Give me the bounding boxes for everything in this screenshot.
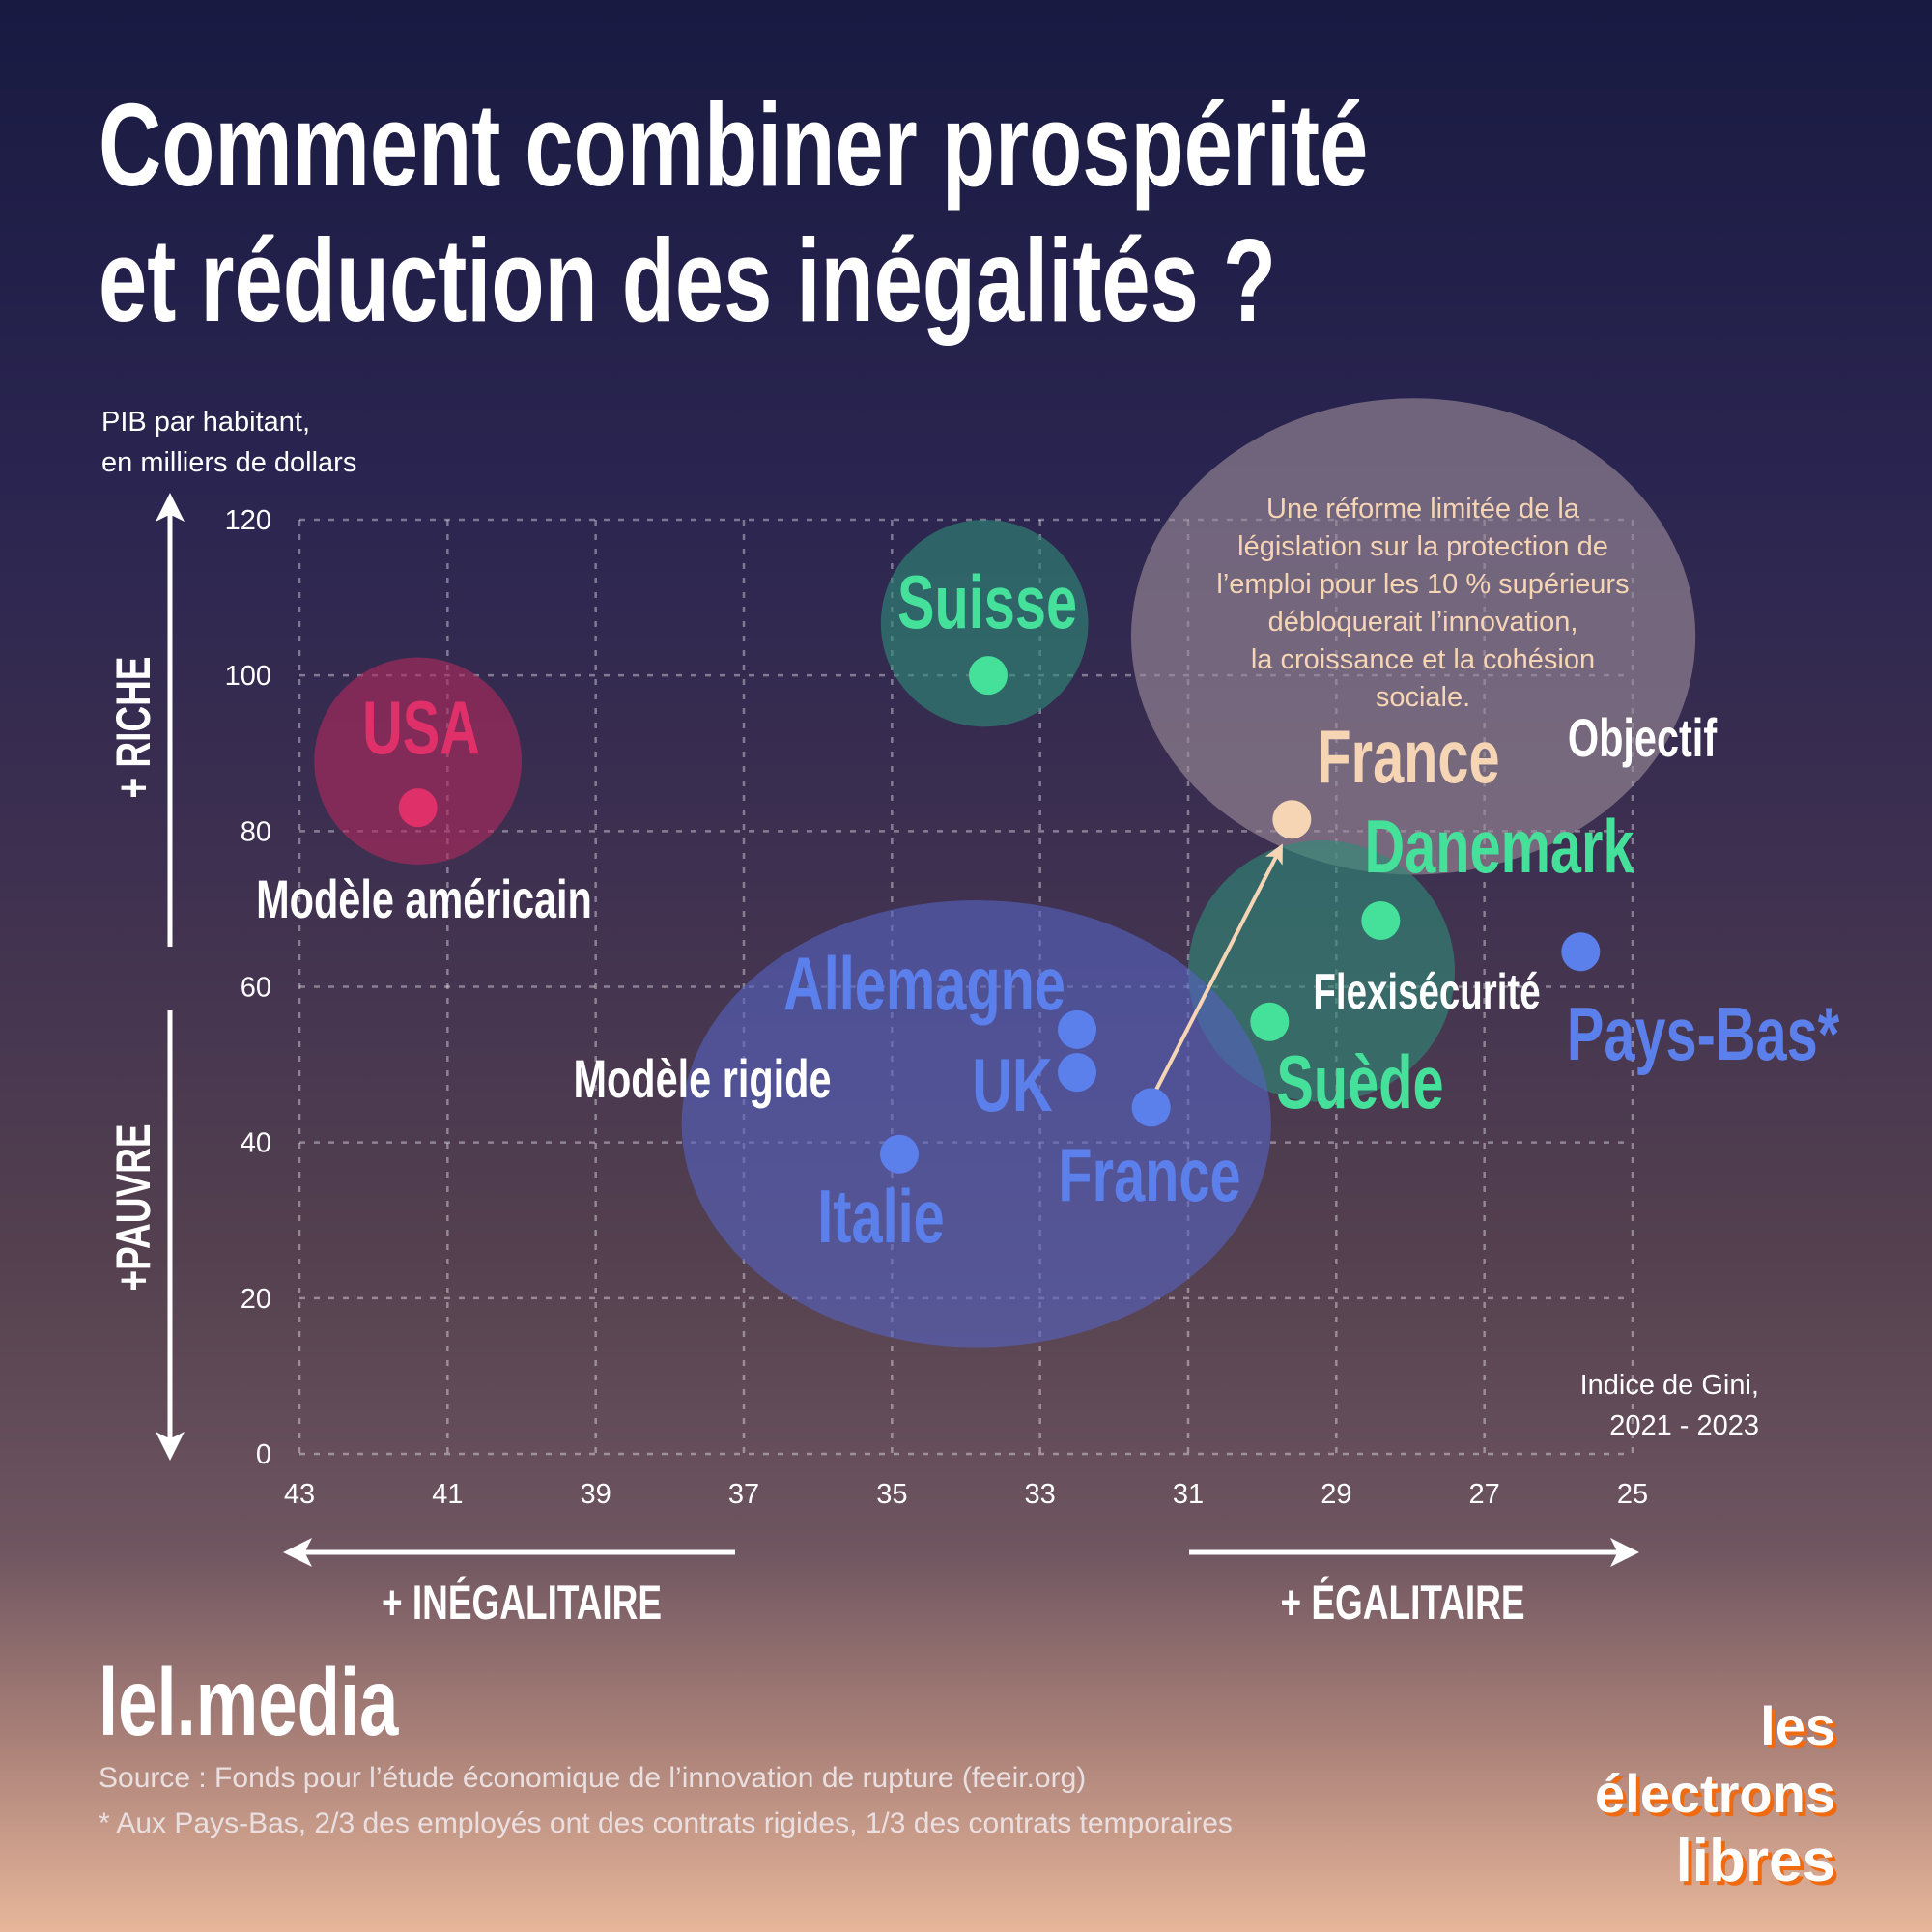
- group-label: Flexisécurité: [1313, 963, 1540, 1019]
- improvement-arrow: [1149, 843, 1283, 1101]
- y-axis-label: PIB par habitant, en milliers de dollars: [101, 402, 356, 483]
- y-tick-label: 60: [241, 973, 271, 1004]
- y-tick-label: 100: [225, 661, 271, 692]
- x-tick-label: 33: [1025, 1479, 1056, 1510]
- x-tick-label: 35: [876, 1479, 907, 1510]
- annotation-line: débloquerait l’innovation,: [1268, 607, 1578, 638]
- site-name-text: lel.media: [99, 1649, 399, 1755]
- source-text: Source : Fonds pour l’étude économique d…: [99, 1762, 1087, 1794]
- group-bubble: [681, 900, 1271, 1348]
- group-bubble: [314, 657, 522, 865]
- data-point: [969, 656, 1008, 696]
- data-point: [1272, 800, 1312, 839]
- data-point: [1131, 1088, 1171, 1127]
- group-bubble: [1130, 398, 1696, 875]
- x-tick-label: 37: [728, 1479, 759, 1510]
- logo-line-1: les électrons: [1595, 1695, 1835, 1824]
- annotation-line: l’emploi pour les 10 % supérieurs: [1216, 569, 1629, 600]
- y-tick-label: 40: [241, 1128, 271, 1159]
- unequal-label: + INÉGALITAIRE: [382, 1576, 662, 1631]
- equal-label: + ÉGALITAIRE: [1280, 1576, 1524, 1631]
- point-label: Allemagne: [783, 942, 1065, 1027]
- annotation-line: Une réforme limitée de la: [1266, 494, 1580, 525]
- y-axis-label-line-2: en milliers de dollars: [101, 447, 357, 478]
- footnote-text: * Aux Pays-Bas, 2/3 des employés ont des…: [99, 1807, 1233, 1839]
- data-point: [398, 788, 438, 828]
- x-axis-label-line-1: Indice de Gini,: [1579, 1370, 1759, 1401]
- point-label: France: [1317, 715, 1499, 800]
- point-label: Danemark: [1364, 805, 1634, 890]
- point-label: Italie: [817, 1175, 945, 1260]
- point-label: USA: [362, 686, 480, 771]
- group-bubble: [880, 520, 1089, 727]
- logo: les électrons libres: [1507, 1692, 1835, 1895]
- rich-label: + RICHE: [107, 657, 161, 799]
- x-tick-label: 43: [284, 1479, 315, 1510]
- data-point: [1561, 932, 1601, 972]
- annotation-line: législation sur la protection de: [1237, 531, 1608, 562]
- data-point: [1250, 1002, 1290, 1041]
- x-tick-label: 27: [1469, 1479, 1500, 1510]
- group-label: Objectif: [1568, 708, 1718, 769]
- x-axis-label: Indice de Gini, 2021 - 2023: [1580, 1365, 1759, 1446]
- page-title: Comment combiner prospérité et réduction…: [99, 77, 1814, 348]
- x-tick-label: 25: [1617, 1479, 1648, 1510]
- data-point: [1058, 1053, 1096, 1093]
- title-line-1: Comment combiner prospérité: [99, 79, 1369, 211]
- point-label: Suède: [1276, 1040, 1443, 1125]
- group-label: Modèle américain: [256, 869, 592, 930]
- annotation: Une réforme limitée de la législation sur…: [1216, 494, 1629, 713]
- x-tick-label: 29: [1321, 1479, 1351, 1510]
- data-point: [880, 1134, 919, 1174]
- title-line-2: et réduction des inégalités ?: [99, 214, 1277, 346]
- x-tick-label: 41: [432, 1479, 463, 1510]
- annotation-line: la croissance et la cohésion: [1251, 644, 1595, 675]
- x-tick-label: 31: [1173, 1479, 1204, 1510]
- poor-label: +PAUVRE: [107, 1123, 161, 1291]
- point-label: UK: [972, 1043, 1052, 1128]
- y-axis-label-line-1: PIB par habitant,: [101, 407, 311, 438]
- x-tick-label: 39: [581, 1479, 611, 1510]
- point-label: Pays-Bas*: [1567, 992, 1840, 1077]
- y-tick-label: 20: [241, 1284, 271, 1315]
- y-tick-label: 80: [241, 816, 271, 847]
- x-axis-label-line-2: 2021 - 2023: [1609, 1410, 1759, 1441]
- point-label: Suisse: [897, 560, 1077, 645]
- logo-line-2: libres: [1675, 1828, 1835, 1894]
- data-point: [1058, 1009, 1096, 1049]
- point-label: France: [1058, 1133, 1240, 1218]
- data-point: [1361, 901, 1401, 941]
- group-label: Modèle rigide: [573, 1049, 831, 1110]
- y-tick-label: 120: [225, 505, 271, 536]
- annotation-line: sociale.: [1376, 682, 1470, 713]
- site-name: lel.media: [99, 1654, 503, 1750]
- y-tick-label: 0: [256, 1439, 271, 1470]
